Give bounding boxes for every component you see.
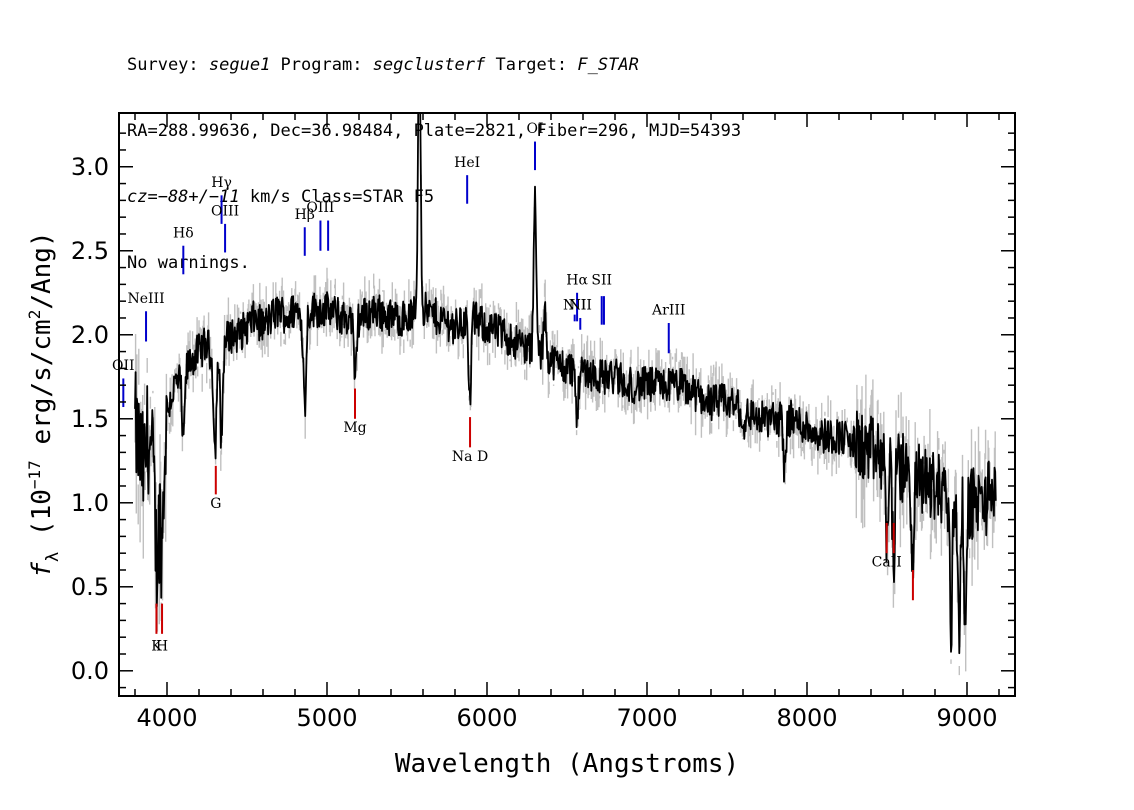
axis-ticks: 4000 5000 6000 7000 8000 9000 0.0 0.5 1.0 1.5 2.0 2… [71,113,1015,732]
y-tick-label: 0.5 [71,573,109,601]
y-tick-label: 1.0 [71,489,109,517]
emission-line-label: OIII [211,203,239,219]
survey-value: segue1 [208,55,271,75]
y-tick-label: 0.0 [71,657,109,685]
x-tick-label: 7000 [616,704,677,732]
x-tick-label: 9000 [936,704,997,732]
absorption-line-label: CaII [872,555,902,571]
error-band-path [134,133,997,676]
emission-line-label: OII [112,358,135,374]
y-axis-title-f: f [27,562,57,578]
y-axis-title-sub: λ [43,552,63,562]
y-axis-title-exp2: 2 [25,310,44,320]
header-line-survey: Survey: segue1 Program: segclusterf Targ… [127,54,741,76]
absorption-line-label: Mg [343,420,366,436]
emission-line-label: NeIII [127,291,164,307]
emission-line-label: Hγ [211,175,232,191]
y-tick-label: 2.5 [71,237,109,265]
absorption-line-label: K [151,639,162,655]
program-label: Program: [270,55,373,75]
flux-series [134,113,997,655]
y-tick-label: 2.0 [71,321,109,349]
x-tick-label: 5000 [296,704,357,732]
target-label: Target: [485,55,578,75]
x-axis-title: Wavelength (Angstroms) [395,749,739,779]
y-axis-title-pre: (10 [27,489,57,552]
emission-line-label: Hα [566,272,588,288]
survey-label: Survey: [127,55,209,75]
y-axis-title-mid: erg/s/cm [27,319,57,460]
spectrum-header: Survey: segue1 Program: segclusterf Targ… [127,10,741,296]
x-tick-label: 8000 [776,704,837,732]
x-tick-label: 6000 [456,704,517,732]
y-tick-label: 1.5 [71,405,109,433]
absorption-line-label: H [156,639,168,655]
emission-line-label: OI [526,121,543,137]
absorption-line-label: Na D [452,449,488,465]
y-axis-title-post: /Ang) [27,231,57,309]
y-axis-title-exp: −17 [25,460,44,489]
redshift-value: cz=−88+/−11 [127,187,240,207]
y-tick-label: 3.0 [71,153,109,181]
plot-frame [118,112,1016,697]
emission-line-label: SII [591,272,612,288]
program-value: segclusterf [372,55,486,75]
emission-line-label: Hδ [173,225,194,241]
emission-line-label: Hβ [295,207,315,223]
header-line-redshift: cz=−88+/−11 km/s Class=STAR F5 [127,186,741,208]
emission-line-label: NII [569,298,592,314]
error-band [134,133,997,676]
emission-line-label: NII [563,298,586,314]
emission-line-label: OIII [306,200,334,216]
target-value: F_STAR [577,55,639,75]
flux-line [134,113,997,655]
class-value: km/s Class=STAR F5 [239,187,435,207]
x-tick-label: 4000 [136,704,197,732]
absorption-line-label: G [210,496,221,512]
header-line-warnings: No warnings. [127,253,250,273]
header-line-coordinates: RA=288.99636, Dec=36.98484, Plate=2821, … [127,121,742,141]
y-axis-title: fλ (10−17 erg/s/cm2/Ang) [25,231,63,577]
emission-line-label: ArIII [651,303,685,319]
emission-line-label: HeI [454,155,480,171]
